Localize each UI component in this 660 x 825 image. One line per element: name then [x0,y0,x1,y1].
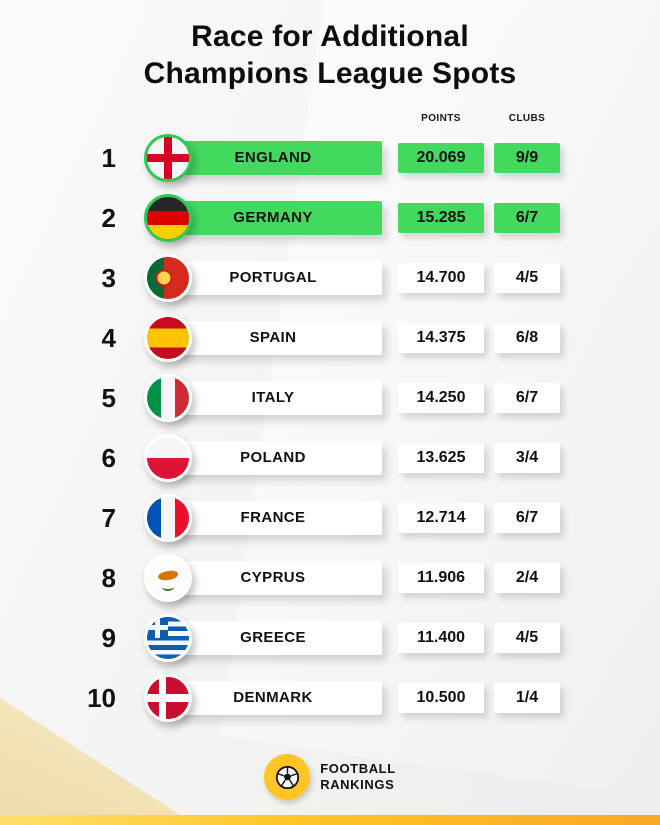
clubs-value: 1/4 [494,683,560,713]
table-row: 9 GREECE 11.400 4/5 [0,608,560,668]
country-flag-icon [144,554,192,602]
page-title: Race for Additional Champions League Spo… [0,18,660,92]
country-name-bar: GREECE [164,621,382,655]
table-row: 3 PORTUGAL 14.700 4/5 [0,248,560,308]
points-value: 14.250 [398,383,484,413]
clubs-value: 4/5 [494,263,560,293]
rankings-table: POINTS CLUBS 1 ENGLAND 20.069 9/9 [0,112,660,728]
rank-number: 2 [101,202,116,233]
country-name-bar: GERMANY [164,201,382,235]
points-column-header: POINTS [421,112,461,124]
bottom-accent-bar [0,815,660,825]
country-name-bar: CYPRUS [164,561,382,595]
clubs-value: 6/8 [494,323,560,353]
clubs-value: 4/5 [494,623,560,653]
clubs-value: 3/4 [494,443,560,473]
table-row: 10 DENMARK 10.500 1/4 [0,668,560,728]
country-flag-icon [144,374,192,422]
country-flag-icon [144,254,192,302]
rank-number: 5 [101,382,116,413]
title-line-2: Champions League Spots [143,57,517,90]
points-value: 12.714 [398,503,484,533]
table-row: 8 CYPRUS 11.906 2/4 [0,548,560,608]
country-name-bar: DENMARK [164,681,382,715]
clubs-value: 9/9 [494,143,560,173]
country-name-bar: SPAIN [164,321,382,355]
rank-number: 7 [101,502,116,533]
points-value: 15.285 [398,203,484,233]
table-row: 2 GERMANY 15.285 6/7 [0,188,560,248]
rank-number: 4 [101,322,116,353]
table-row: 4 SPAIN 14.375 6/8 [0,308,560,368]
brand-line-1: FOOTBALL [320,761,396,776]
clubs-column-header: CLUBS [508,112,546,124]
country-name-bar: FRANCE [164,501,382,535]
country-name-bar: PORTUGAL [164,261,382,295]
country-name-bar: ITALY [164,381,382,415]
country-flag-icon [144,494,192,542]
country-flag-icon [144,314,192,362]
points-value: 10.500 [398,683,484,713]
rank-number: 9 [101,622,116,653]
soccer-ball-icon [275,765,299,789]
clubs-value: 6/7 [494,383,560,413]
country-flag-icon [144,614,192,662]
points-value: 11.400 [398,623,484,653]
points-value: 13.625 [398,443,484,473]
points-value: 14.375 [398,323,484,353]
title-line-1: Race for Additional [191,20,469,53]
country-flag-icon [144,674,192,722]
table-rows: 1 ENGLAND 20.069 9/9 2 [0,128,560,728]
footer-brand: FOOTBALL RANKINGS [0,754,660,800]
clubs-value: 6/7 [494,203,560,233]
country-flag-icon [144,434,192,482]
football-rankings-logo [264,754,311,800]
table-row: 5 ITALY 14.250 6/7 [0,368,560,428]
points-value: 20.069 [398,143,484,173]
table-row: 7 FRANCE 12.714 6/7 [0,488,560,548]
rank-number: 8 [101,562,116,593]
country-flag-icon [144,194,192,242]
brand-text: FOOTBALL RANKINGS [320,761,396,793]
points-value: 11.906 [398,563,484,593]
brand-line-2: RANKINGS [320,777,395,792]
rank-number: 1 [101,142,116,173]
points-value: 14.700 [398,263,484,293]
rank-number: 6 [101,442,116,473]
country-flag-icon [144,134,192,182]
country-name-bar: POLAND [164,441,382,475]
table-header-row: POINTS CLUBS [0,112,560,124]
clubs-value: 2/4 [494,563,560,593]
table-row: 1 ENGLAND 20.069 9/9 [0,128,560,188]
country-name-bar: ENGLAND [164,141,382,175]
table-row: 6 POLAND 13.625 3/4 [0,428,560,488]
rank-number: 3 [101,262,116,293]
rank-number: 10 [87,682,116,713]
clubs-value: 6/7 [494,503,560,533]
